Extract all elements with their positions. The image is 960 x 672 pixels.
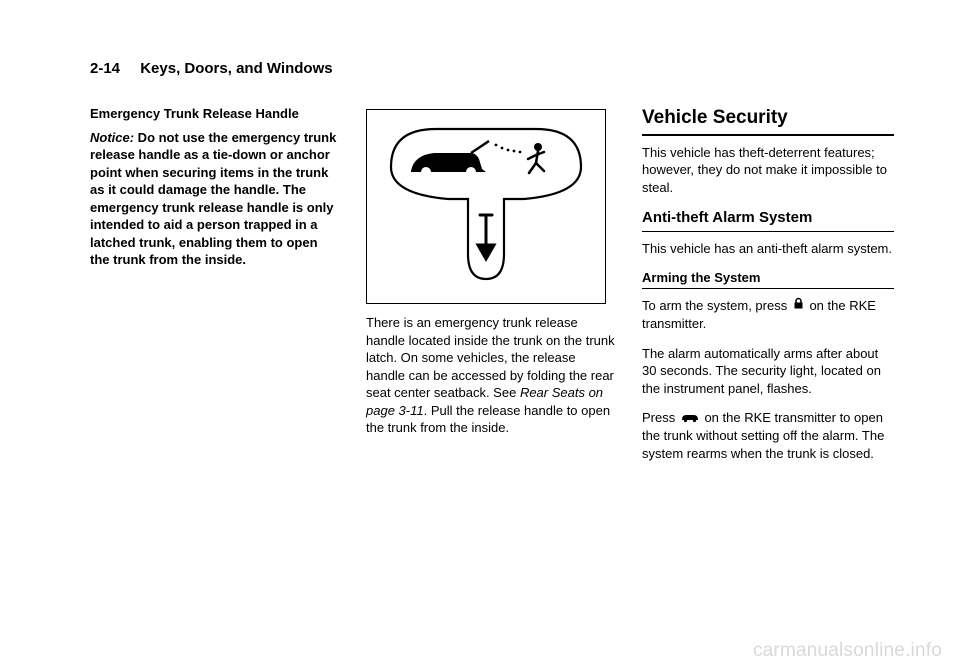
col1-notice: Notice: Do not use the emergency trunk r… [90,129,340,269]
trunk-release-figure [366,109,606,304]
anti-theft-heading: Anti-theft Alarm System [642,208,894,231]
notice-label: Notice: [90,130,134,145]
col2-para: There is an emergency trunk release hand… [366,314,616,437]
col3-p3: To arm the system, press on the RKE tran… [642,297,894,333]
column-1: Emergency Trunk Release Handle Notice: D… [90,105,340,475]
p5-a: Press [642,410,679,425]
page-number: 2-14 [90,60,120,77]
p3-a: To arm the system, press [642,298,791,313]
notice-lead: Do not use the [134,130,228,145]
col1-heading: Emergency Trunk Release Handle [90,105,340,123]
column-2: There is an emergency trunk release hand… [366,105,616,475]
col3-p5: Press on the RKE transmitter to open the… [642,409,894,462]
watermark: carmanualsonline.info [753,640,942,662]
col3-p1: This vehicle has theft-deterrent feature… [642,144,894,197]
arming-heading: Arming the System [642,269,894,289]
column-3: Vehicle Security This vehicle has theft-… [642,105,894,475]
chapter-title: Keys, Doors, and Windows [140,60,332,77]
car-rear-icon [680,410,700,428]
col3-p4: The alarm automatically arms after about… [642,345,894,398]
col3-p2: This vehicle has an anti-theft alarm sys… [642,240,894,258]
page-header: 2-14 Keys, Doors, and Windows [90,60,910,77]
lock-icon [792,297,805,315]
vehicle-security-heading: Vehicle Security [642,105,894,136]
trunk-release-icon [376,119,596,294]
manual-page: 2-14 Keys, Doors, and Windows Emergency … [0,0,960,495]
content-columns: Emergency Trunk Release Handle Notice: D… [90,105,910,475]
notice-body: emergency trunk release handle as a tie-… [90,130,336,268]
